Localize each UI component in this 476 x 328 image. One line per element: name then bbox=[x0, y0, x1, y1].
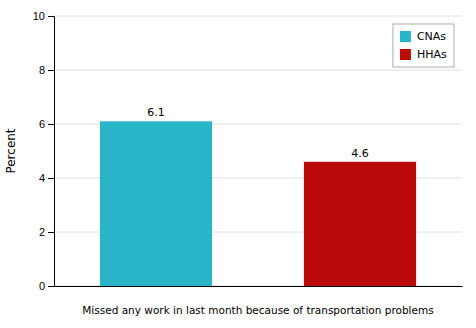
x-axis bbox=[55, 286, 463, 288]
chart: 0 2 4 6 8 10 6.1 4.6 CNAs HHAs Percent Missed any w… bbox=[0, 0, 476, 328]
y-tick-mark bbox=[48, 286, 54, 287]
bar bbox=[304, 162, 416, 286]
y-tick: 10 bbox=[33, 10, 54, 22]
data-label: 4.6 bbox=[351, 147, 369, 160]
legend-swatch bbox=[400, 49, 411, 60]
bar bbox=[100, 121, 212, 286]
y-axis: 0 2 4 6 8 10 bbox=[33, 10, 55, 292]
grid-line bbox=[54, 16, 462, 17]
y-tick-mark bbox=[48, 70, 54, 71]
y-axis-line bbox=[48, 17, 55, 287]
data-labels: 6.1 4.6 bbox=[147, 106, 369, 160]
y-tick: 2 bbox=[39, 226, 54, 238]
y-tick: 6 bbox=[39, 118, 54, 130]
y-tick-mark bbox=[48, 124, 54, 125]
data-label: 6.1 bbox=[147, 106, 165, 119]
plot: 0 2 4 6 8 10 6.1 4.6 CNAs HHAs bbox=[33, 10, 463, 292]
y-tick: 4 bbox=[39, 172, 54, 184]
legend-label: HHAs bbox=[417, 48, 447, 61]
y-axis-title: Percent bbox=[4, 128, 18, 173]
legend-box bbox=[393, 24, 454, 67]
legend-item: CNAs bbox=[400, 30, 446, 43]
y-tick-label: 2 bbox=[39, 226, 45, 238]
y-tick-label: 10 bbox=[33, 10, 45, 22]
y-tick-label: 4 bbox=[39, 172, 45, 184]
y-tick: 0 bbox=[39, 280, 54, 292]
legend: CNAs HHAs bbox=[393, 24, 454, 67]
x-axis-title: Missed any work in last month because of… bbox=[82, 304, 433, 316]
y-tick-mark bbox=[48, 178, 54, 179]
legend-item: HHAs bbox=[400, 48, 447, 61]
grid bbox=[54, 16, 462, 286]
x-axis-line bbox=[55, 286, 463, 287]
y-tick-mark bbox=[48, 232, 54, 233]
y-tick-label: 8 bbox=[39, 64, 45, 76]
y-tick-mark bbox=[48, 16, 54, 17]
legend-label: CNAs bbox=[417, 30, 446, 43]
y-tick-label: 6 bbox=[39, 118, 45, 130]
y-tick-label: 0 bbox=[39, 280, 45, 292]
legend-swatch bbox=[400, 31, 411, 42]
bars bbox=[100, 121, 416, 286]
grid-line bbox=[54, 70, 462, 71]
y-tick: 8 bbox=[39, 64, 54, 76]
